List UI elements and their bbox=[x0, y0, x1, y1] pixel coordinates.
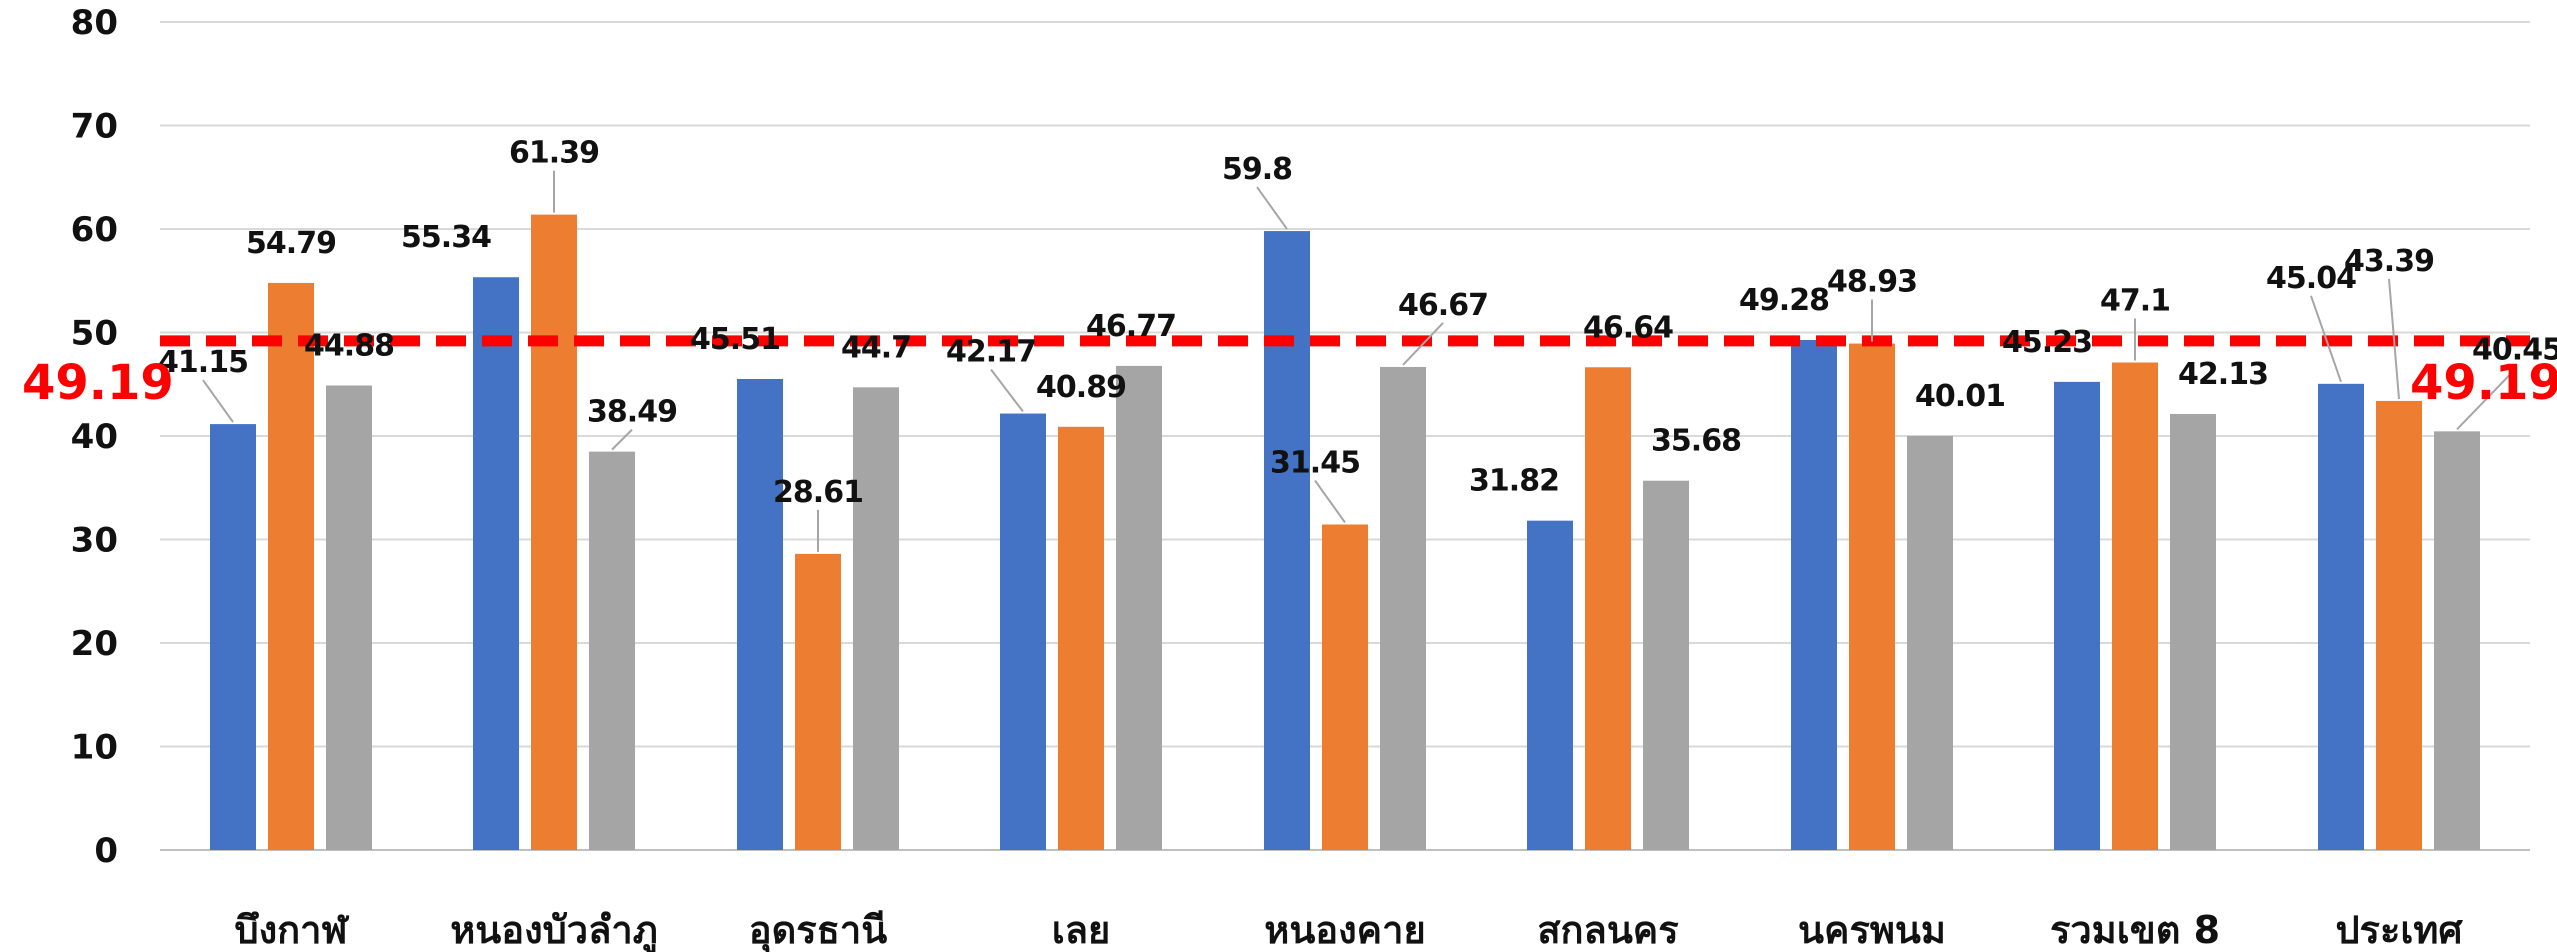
data-label: 54.79 bbox=[246, 226, 336, 261]
data-label: 40.89 bbox=[1036, 370, 1126, 405]
data-label: 46.77 bbox=[1086, 309, 1176, 344]
data-label: 40.01 bbox=[1915, 379, 2005, 414]
bar-1-6 bbox=[1527, 520, 1573, 850]
bar-3-7 bbox=[1907, 435, 1953, 850]
data-label: 31.82 bbox=[1469, 464, 1559, 499]
data-label: 46.64 bbox=[1583, 310, 1673, 345]
data-label: 38.49 bbox=[587, 395, 677, 430]
data-label: 44.7 bbox=[841, 330, 911, 365]
data-label: 55.34 bbox=[401, 220, 491, 255]
data-label: 31.45 bbox=[1270, 445, 1360, 480]
data-label: 45.23 bbox=[2002, 325, 2092, 360]
bar-2-8 bbox=[2112, 362, 2158, 850]
data-label: 48.93 bbox=[1827, 265, 1917, 300]
bar-1-3 bbox=[737, 378, 783, 850]
data-label-leader bbox=[1256, 186, 1288, 230]
x-category-label: บึงกาฬ bbox=[235, 908, 350, 952]
x-category-label: อุดรธานี bbox=[749, 908, 887, 952]
x-category-label: รวมเขต 8 bbox=[2050, 908, 2220, 952]
bar-2-1 bbox=[268, 282, 314, 851]
data-label: 47.1 bbox=[2100, 284, 2170, 319]
reference-label-left: 49.19 bbox=[22, 355, 174, 411]
bar-3-3 bbox=[853, 387, 899, 850]
bar-1-2 bbox=[473, 277, 519, 851]
data-label: 46.67 bbox=[1398, 288, 1488, 323]
x-category-label: หนองคาย bbox=[1264, 908, 1425, 952]
bar-3-2 bbox=[589, 451, 635, 850]
bar-3-8 bbox=[2170, 413, 2216, 850]
y-tick-label: 20 bbox=[71, 624, 118, 664]
bar-1-4 bbox=[1000, 413, 1046, 850]
data-label-leader bbox=[2310, 295, 2342, 383]
bar-3-6 bbox=[1643, 480, 1689, 850]
y-tick-label: 70 bbox=[71, 107, 118, 147]
x-category-label: สกลนคร bbox=[1537, 908, 1679, 952]
reference-label-right: 49.19 bbox=[2410, 355, 2557, 411]
bar-1-8 bbox=[2054, 381, 2100, 850]
data-label: 35.68 bbox=[1651, 424, 1741, 459]
bar-2-6 bbox=[1585, 367, 1631, 850]
bar-1-5 bbox=[1264, 231, 1310, 850]
data-label-leader bbox=[1314, 479, 1346, 524]
data-label-leader bbox=[2388, 278, 2400, 399]
data-label: 41.15 bbox=[158, 345, 248, 380]
bar-3-1 bbox=[326, 385, 372, 850]
bar-2-4 bbox=[1058, 426, 1104, 850]
data-label: 28.61 bbox=[773, 475, 863, 510]
data-label-leader bbox=[990, 368, 1024, 413]
bar-3-4 bbox=[1116, 365, 1162, 850]
bar-2-5 bbox=[1322, 524, 1368, 850]
y-tick-label: 50 bbox=[71, 314, 118, 354]
data-label: 59.8 bbox=[1222, 152, 1292, 187]
y-tick-label: 0 bbox=[94, 831, 118, 871]
data-label-leader bbox=[611, 428, 633, 451]
y-tick-label: 80 bbox=[71, 3, 118, 43]
y-tick-label: 30 bbox=[71, 521, 118, 561]
y-tick-label: 60 bbox=[71, 210, 118, 250]
bar-3-5 bbox=[1380, 366, 1426, 850]
x-category-label: เลย bbox=[1052, 908, 1111, 952]
data-label: 61.39 bbox=[509, 136, 599, 171]
data-label: 42.13 bbox=[2178, 357, 2268, 392]
x-category-label: หนองบัวลำภู bbox=[450, 908, 658, 952]
data-label-leader bbox=[2456, 366, 2518, 431]
data-label: 45.51 bbox=[690, 322, 780, 357]
bar-2-2 bbox=[531, 214, 577, 850]
data-label: 42.17 bbox=[946, 335, 1036, 370]
data-label: 43.39 bbox=[2344, 244, 2434, 279]
data-label-leader bbox=[1402, 322, 1444, 366]
bar-3-9 bbox=[2434, 431, 2480, 850]
bar-1-1 bbox=[210, 424, 256, 850]
data-label: 49.28 bbox=[1739, 283, 1829, 318]
data-label: 45.04 bbox=[2266, 261, 2356, 296]
bar-1-9 bbox=[2318, 383, 2364, 850]
x-category-label: ประเทศ bbox=[2335, 908, 2463, 952]
data-label: 44.88 bbox=[304, 328, 394, 363]
data-label-leader bbox=[202, 379, 234, 423]
bar-2-3 bbox=[795, 553, 841, 850]
bar-2-9 bbox=[2376, 400, 2422, 850]
data-label: 40.45 bbox=[2472, 332, 2557, 367]
x-category-label: นครพนม bbox=[1798, 908, 1946, 952]
y-tick-label: 10 bbox=[71, 728, 118, 768]
bar-2-7 bbox=[1849, 343, 1895, 850]
bar-1-7 bbox=[1791, 339, 1837, 850]
y-tick-label: 40 bbox=[71, 417, 118, 457]
